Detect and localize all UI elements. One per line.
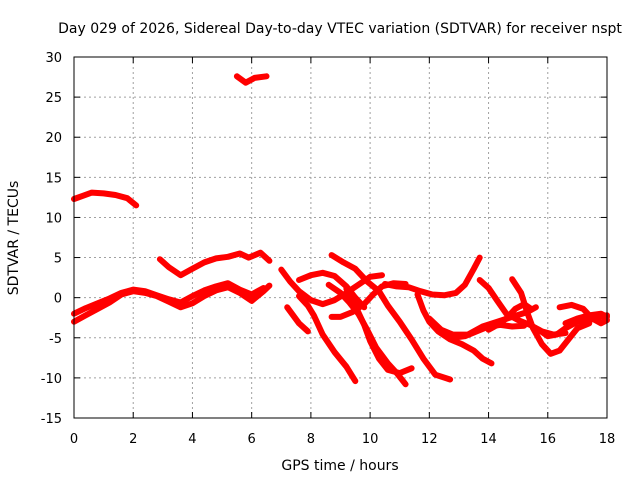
y-axis-label: SDTVAR / TECUs (6, 181, 22, 296)
x-tick-label: 10 (362, 432, 379, 447)
series-s06 (284, 304, 311, 335)
x-tick-label: 2 (129, 432, 137, 447)
series-s13 (328, 252, 454, 383)
series-s09 (296, 293, 359, 385)
y-tick-label: 20 (45, 131, 62, 146)
series-s14 (381, 254, 483, 299)
series-s21 (535, 312, 610, 340)
x-axis-label: GPS time / hours (281, 458, 398, 474)
series-s01 (71, 189, 140, 209)
series-s02 (233, 73, 270, 86)
x-tick-label: 18 (599, 432, 616, 447)
y-tick-label: -5 (49, 332, 62, 347)
y-tick-label: 5 (54, 252, 62, 267)
series-s08 (296, 269, 368, 311)
x-tick-label: 6 (248, 432, 256, 447)
y-tick-label: 25 (45, 91, 62, 106)
y-tick-label: 0 (54, 292, 62, 307)
series-s12 (343, 285, 415, 377)
y-tick-label: -15 (41, 412, 62, 427)
series-s03 (71, 282, 273, 325)
x-tick-label: 12 (421, 432, 438, 447)
series-s04 (71, 280, 267, 317)
y-tick-label: 30 (45, 51, 62, 66)
series-s15 (414, 291, 495, 367)
y-tick-label: 15 (45, 171, 62, 186)
series-s23 (562, 310, 610, 327)
x-tick-label: 4 (188, 432, 196, 447)
y-tick-label: -10 (41, 372, 62, 387)
x-tick-label: 14 (480, 432, 497, 447)
chart-title: Day 029 of 2026, Sidereal Day-to-day VTE… (58, 21, 622, 37)
x-tick-label: 0 (70, 432, 78, 447)
series-layer (71, 73, 610, 388)
series-s05 (156, 249, 273, 279)
x-tick-label: 8 (307, 432, 315, 447)
series-s20 (509, 276, 593, 357)
y-tick-label: 10 (45, 211, 62, 226)
tick-layer: 0 2 4 6 8 10 12 14 16 18 -15 -10 -5 0 5 10 15 20 25 30 (41, 51, 616, 447)
x-tick-label: 16 (540, 432, 557, 447)
plot-frame (73, 56, 608, 419)
